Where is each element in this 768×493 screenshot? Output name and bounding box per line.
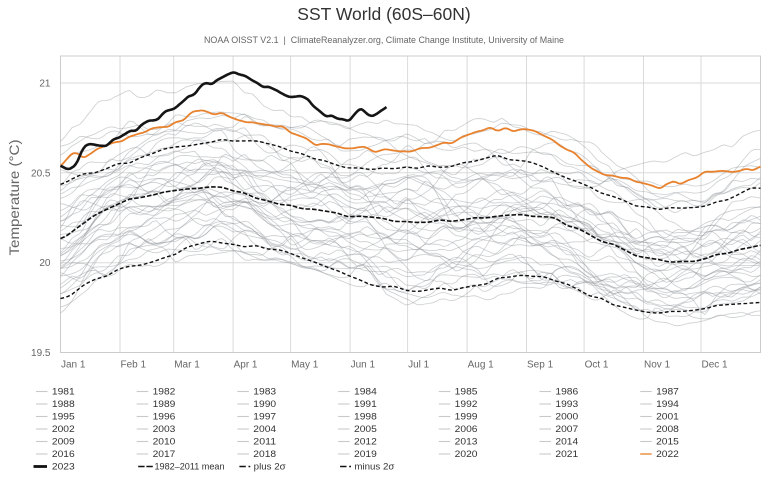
- svg-text:1991: 1991: [354, 399, 377, 409]
- svg-text:Sep 1: Sep 1: [527, 360, 554, 371]
- svg-text:NOAA OISST V2.1 | ClimateRea: NOAA OISST V2.1 | ClimateReanalyzer.org,…: [204, 35, 564, 46]
- svg-text:2015: 2015: [656, 437, 679, 447]
- svg-text:2014: 2014: [555, 437, 578, 447]
- svg-text:1996: 1996: [153, 412, 176, 422]
- svg-text:20: 20: [39, 258, 51, 269]
- svg-text:1984: 1984: [354, 387, 377, 397]
- svg-text:2002: 2002: [52, 424, 75, 434]
- svg-text:2021: 2021: [555, 449, 578, 459]
- svg-text:1997: 1997: [253, 412, 276, 422]
- svg-text:2023: 2023: [52, 462, 75, 472]
- svg-text:2005: 2005: [354, 424, 377, 434]
- svg-text:2020: 2020: [455, 449, 478, 459]
- svg-text:1999: 1999: [455, 412, 478, 422]
- svg-text:1995: 1995: [52, 412, 75, 422]
- svg-text:Aug 1: Aug 1: [468, 360, 495, 371]
- svg-text:Jul 1: Jul 1: [408, 360, 430, 371]
- svg-text:1981: 1981: [52, 387, 75, 397]
- svg-text:1989: 1989: [153, 399, 176, 409]
- svg-text:2004: 2004: [253, 424, 276, 434]
- svg-text:1983: 1983: [253, 387, 276, 397]
- svg-text:1986: 1986: [555, 387, 578, 397]
- svg-text:Mar 1: Mar 1: [174, 360, 200, 371]
- svg-text:1982–2011 mean: 1982–2011 mean: [155, 462, 225, 472]
- svg-text:2016: 2016: [52, 449, 75, 459]
- svg-text:1982: 1982: [153, 387, 176, 397]
- svg-text:2022: 2022: [656, 449, 679, 459]
- svg-text:19.5: 19.5: [31, 348, 51, 359]
- svg-text:20.5: 20.5: [31, 168, 51, 179]
- svg-text:1992: 1992: [455, 399, 478, 409]
- svg-text:1998: 1998: [354, 412, 377, 422]
- svg-text:Oct 1: Oct 1: [585, 360, 609, 371]
- svg-text:minus 2σ: minus 2σ: [354, 462, 395, 472]
- svg-text:2007: 2007: [555, 424, 578, 434]
- svg-text:Jan 1: Jan 1: [61, 360, 86, 371]
- svg-text:1987: 1987: [656, 387, 679, 397]
- svg-text:Temperature (°C): Temperature (°C): [6, 140, 22, 256]
- svg-text:Apr 1: Apr 1: [234, 360, 258, 371]
- svg-text:Jun 1: Jun 1: [351, 360, 376, 371]
- svg-text:Nov 1: Nov 1: [644, 360, 671, 371]
- svg-text:2006: 2006: [455, 424, 478, 434]
- svg-text:2011: 2011: [253, 437, 276, 447]
- svg-text:1985: 1985: [455, 387, 478, 397]
- svg-text:2001: 2001: [656, 412, 679, 422]
- svg-text:Feb 1: Feb 1: [121, 360, 147, 371]
- svg-text:2009: 2009: [52, 437, 75, 447]
- svg-text:2003: 2003: [153, 424, 176, 434]
- svg-text:2013: 2013: [455, 437, 478, 447]
- svg-text:SST World (60S–60N): SST World (60S–60N): [297, 4, 470, 24]
- svg-text:1988: 1988: [52, 399, 75, 409]
- svg-text:1994: 1994: [656, 399, 679, 409]
- svg-text:2012: 2012: [354, 437, 377, 447]
- svg-text:1993: 1993: [555, 399, 578, 409]
- svg-text:21: 21: [39, 79, 51, 90]
- svg-text:2019: 2019: [354, 449, 377, 459]
- svg-text:1990: 1990: [253, 399, 276, 409]
- svg-text:2000: 2000: [555, 412, 578, 422]
- svg-text:2008: 2008: [656, 424, 679, 434]
- svg-text:2018: 2018: [253, 449, 276, 459]
- svg-text:2010: 2010: [153, 437, 176, 447]
- svg-text:plus 2σ: plus 2σ: [254, 462, 287, 472]
- svg-text:Dec 1: Dec 1: [702, 360, 729, 371]
- svg-text:2017: 2017: [153, 449, 176, 459]
- svg-text:May 1: May 1: [291, 360, 319, 371]
